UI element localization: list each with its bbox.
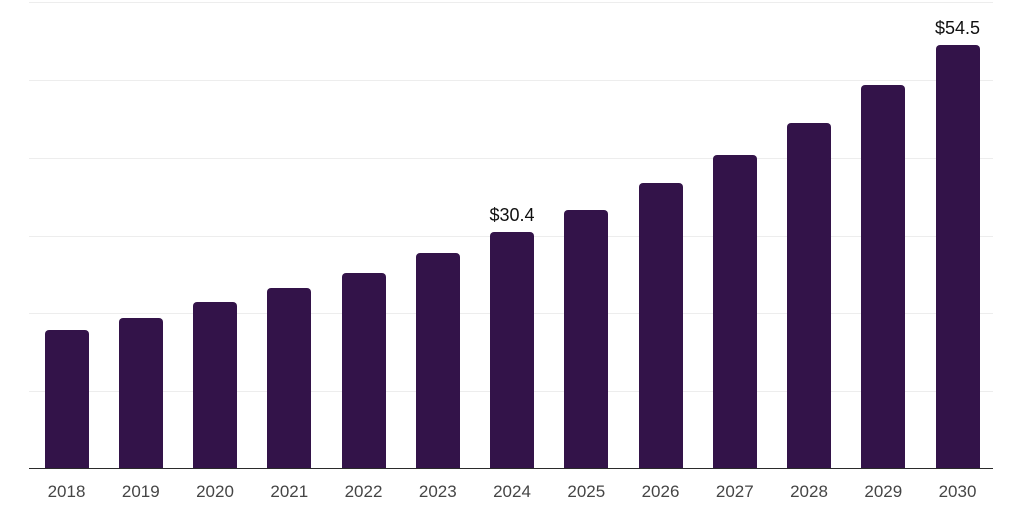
x-tick-2026: 2026 bbox=[641, 482, 680, 501]
x-tick-2028: 2028 bbox=[790, 482, 828, 501]
bar-2019 bbox=[118, 318, 163, 469]
bar-2030 bbox=[935, 44, 980, 469]
gridline-40 bbox=[29, 157, 993, 159]
x-tick-2024: 2024 bbox=[493, 482, 531, 501]
gridline-50 bbox=[29, 79, 993, 81]
bar-2024 bbox=[490, 232, 534, 469]
x-tick-2025: 2025 bbox=[567, 482, 606, 501]
bar-2023 bbox=[415, 253, 460, 469]
x-tick-2018: 2018 bbox=[47, 482, 86, 501]
bar-2022 bbox=[341, 272, 386, 469]
bar-2026 bbox=[638, 183, 683, 469]
x-tick-2027: 2027 bbox=[715, 482, 754, 501]
bar-2021 bbox=[267, 288, 312, 469]
x-axis-line bbox=[29, 467, 993, 469]
x-tick-2022: 2022 bbox=[344, 482, 383, 501]
x-tick-2023: 2023 bbox=[418, 482, 457, 501]
data-label-2024: $30.4 bbox=[489, 205, 535, 226]
x-tick-2030: 2030 bbox=[938, 482, 977, 501]
x-tick-2019: 2019 bbox=[121, 482, 160, 501]
bar-2029 bbox=[861, 84, 906, 469]
bar-2020 bbox=[193, 302, 237, 469]
plot-area: $30.4 $54.5 bbox=[29, 0, 993, 469]
x-tick-2021: 2021 bbox=[270, 482, 309, 501]
bar-2027 bbox=[712, 155, 757, 469]
bar-2018 bbox=[44, 329, 89, 469]
x-tick-2029: 2029 bbox=[864, 482, 903, 501]
bar-2025 bbox=[564, 209, 609, 469]
gridline-60 bbox=[29, 2, 993, 3]
x-tick-2020: 2020 bbox=[196, 482, 234, 501]
bar-2028 bbox=[787, 122, 831, 469]
data-label-2030: $54.5 bbox=[934, 17, 981, 38]
